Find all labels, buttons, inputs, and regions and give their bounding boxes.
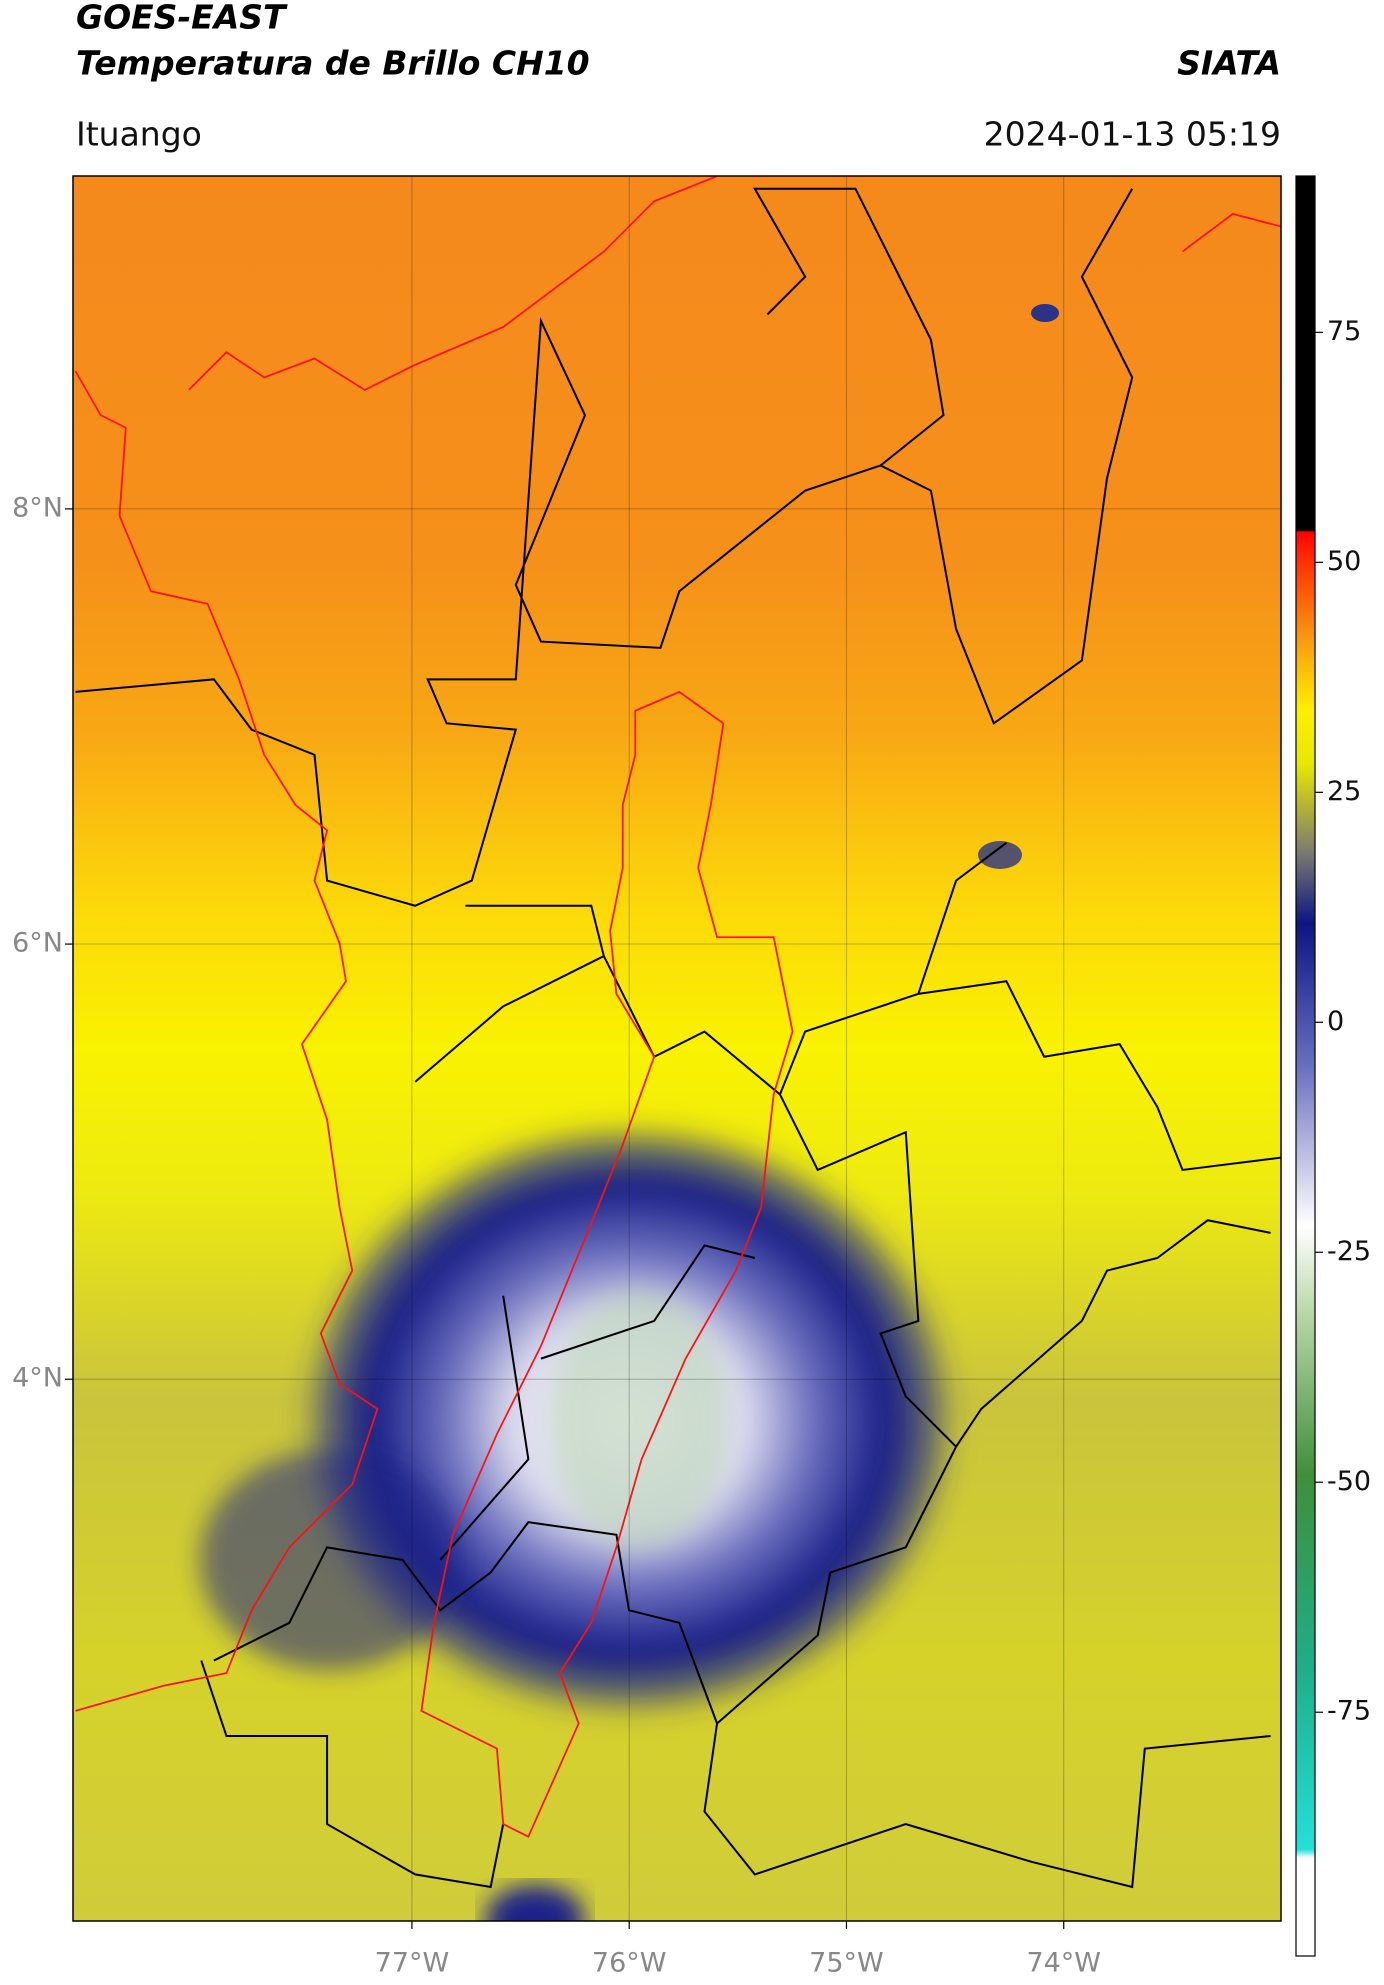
subtitle: Temperatura de Brillo CH10 <box>76 44 590 83</box>
colorbar-label: 75 <box>1327 316 1361 347</box>
y-tick-label: 8°N <box>12 492 63 523</box>
x-tick-label: 75°W <box>809 1948 884 1979</box>
colorbar <box>1295 175 1316 1957</box>
colorbar-label: 25 <box>1327 776 1361 807</box>
colorbar-label: 0 <box>1327 1006 1344 1037</box>
x-tick-label: 77°W <box>375 1948 450 1979</box>
colorbar-label: 50 <box>1327 546 1361 577</box>
colorbar-label: -25 <box>1327 1236 1371 1267</box>
source: SIATA <box>1177 44 1281 83</box>
colorbar-label: -50 <box>1327 1466 1371 1497</box>
datetime: 2024-01-13 05:19 <box>984 115 1281 154</box>
y-tick-label: 4°N <box>12 1363 63 1394</box>
colorbar-label: -75 <box>1327 1696 1371 1727</box>
y-tick-label: 6°N <box>12 928 63 959</box>
map-frame <box>72 175 1282 1922</box>
title: GOES-EAST <box>76 0 288 37</box>
map-imagery <box>73 176 1281 1921</box>
x-tick-label: 76°W <box>592 1948 667 1979</box>
x-tick-label: 74°W <box>1026 1948 1101 1979</box>
region: Ituango <box>76 115 202 154</box>
